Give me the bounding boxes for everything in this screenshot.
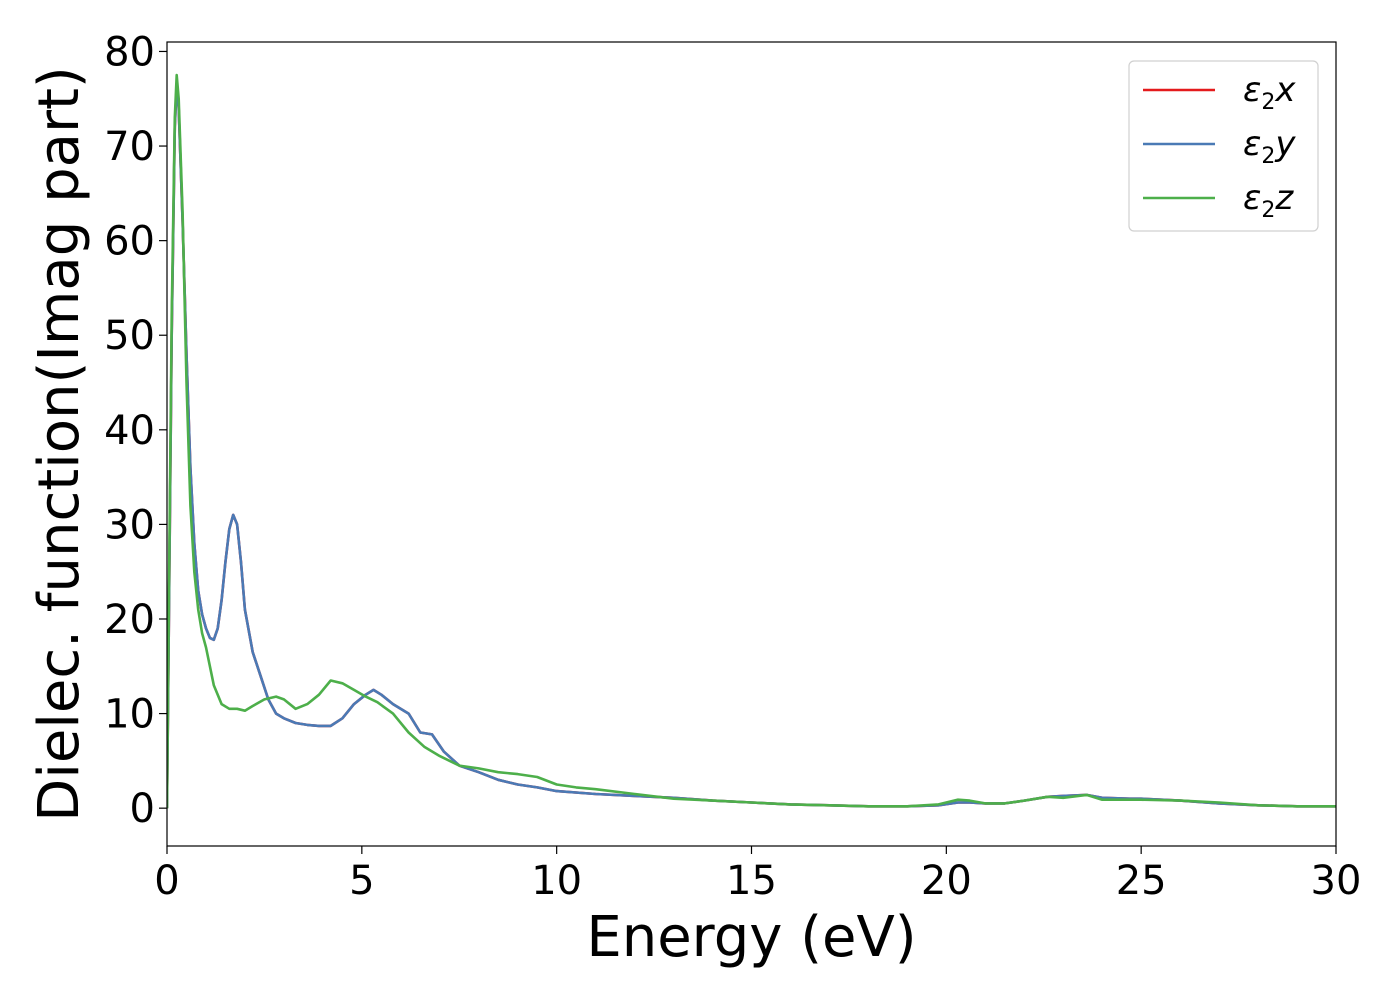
y-axis: 0 10 20 30 40 50 60 70 80	[104, 29, 167, 832]
x-tick-label: 25	[1116, 858, 1167, 904]
legend-box	[1128, 60, 1319, 232]
x-axis-title: Energy (eV)	[586, 905, 916, 970]
y-tick-label: 0	[130, 786, 155, 832]
x-tick-label: 0	[154, 858, 179, 904]
y-tick-label: 30	[104, 502, 155, 548]
y-tick-label: 40	[104, 408, 155, 454]
x-axis: 0 5 10 15 20 25 30	[154, 846, 1361, 904]
y-tick-label: 60	[104, 219, 155, 265]
legend: ε2x ε2y ε2z	[1128, 60, 1319, 232]
series-layer	[167, 73, 1336, 809]
x-tick-label: 30	[1311, 858, 1362, 904]
x-tick-label: 5	[349, 858, 374, 904]
y-tick-label: 20	[104, 597, 155, 643]
legend-label: ε2z	[1243, 178, 1294, 223]
x-tick-label: 15	[726, 858, 777, 904]
legend-label: ε2y	[1243, 124, 1296, 169]
legend-label: ε2x	[1243, 70, 1296, 115]
series-line-z	[167, 73, 1336, 809]
y-tick-label: 80	[104, 29, 155, 75]
x-tick-label: 10	[531, 858, 582, 904]
x-tick-label: 20	[921, 858, 972, 904]
y-tick-label: 50	[104, 313, 155, 359]
y-axis-title: Dielec. function(Imag part)	[27, 66, 92, 822]
y-tick-label: 10	[104, 692, 155, 738]
y-tick-label: 70	[104, 124, 155, 170]
